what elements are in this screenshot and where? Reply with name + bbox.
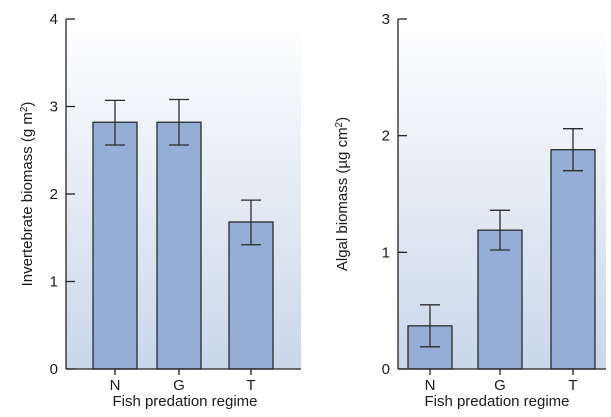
bar-T [550,149,596,370]
bar-G [477,229,523,370]
y-tick-label-2: 2 [50,186,58,203]
bar-T [228,221,274,370]
x-tick-label-G: G [494,377,506,394]
bar-N [92,121,138,370]
y-tick-label-3: 3 [50,99,58,116]
y-axis-title: Algal biomass (µg cm2) [334,117,352,271]
y-tick-label-0: 0 [382,361,390,378]
x-tick-label-N: N [425,377,436,394]
y-tick-label-2: 2 [382,128,390,145]
y-tick-label-0: 0 [50,361,58,378]
y-tick-label-4: 4 [50,11,58,28]
x-tick-label-T: T [568,377,577,394]
x-tick-label-G: G [173,377,185,394]
x-tick-label-T: T [246,377,255,394]
bar-G [156,121,202,370]
y-tick-label-3: 3 [382,11,390,28]
x-axis-title: Fish predation regime [112,393,257,410]
x-axis-title: Fish predation regime [424,393,569,410]
y-tick-label-1: 1 [50,274,58,291]
x-tick-label-N: N [110,377,121,394]
y-tick-label-1: 1 [382,244,390,261]
y-axis-title: Invertebrate biomass (g m2) [19,102,37,287]
